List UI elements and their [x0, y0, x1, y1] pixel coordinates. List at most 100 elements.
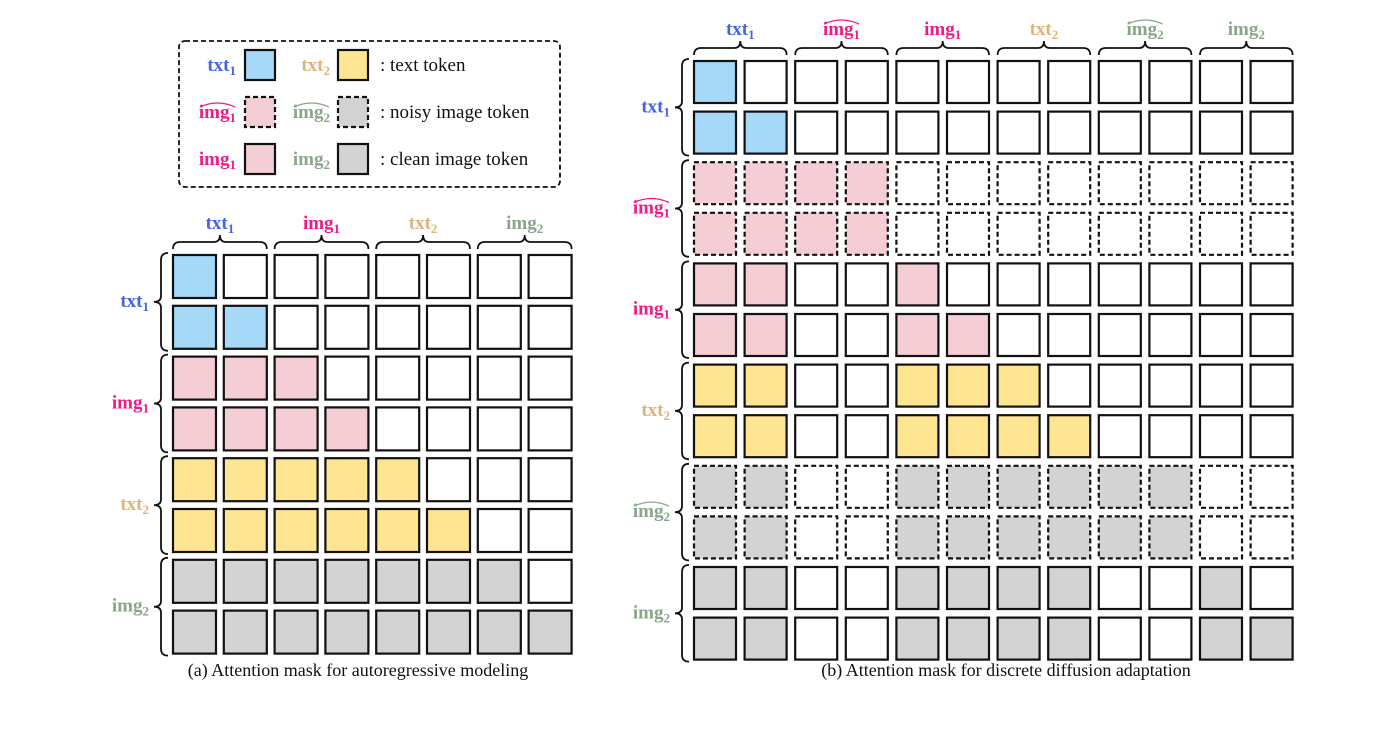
mask-cell [324, 457, 370, 503]
mask-cell [692, 211, 738, 256]
mask-cell [1198, 161, 1244, 206]
mask-cell [1148, 262, 1193, 307]
column-label-txt2-text: txt2 [1030, 19, 1059, 42]
mask-cell [1148, 414, 1193, 459]
mask-cell [1249, 312, 1294, 358]
column-label-img1: img1 [924, 19, 961, 42]
mask-cell [375, 507, 421, 554]
mask-cell [1097, 515, 1142, 560]
row-label-txt1-text: txt1 [641, 96, 670, 119]
legend-label-img1-noisy: img1 [199, 102, 236, 125]
mask-cell [375, 304, 421, 350]
mask-cell [895, 211, 940, 256]
column-brace-icon [693, 40, 788, 56]
column-brace-icon [794, 40, 889, 56]
mask-cell [945, 515, 991, 560]
row-label-txt1: txt1 [120, 291, 149, 314]
row-label-img2-noisy-text: img2 [633, 501, 670, 524]
mask-cell [895, 565, 940, 611]
mask-cell [1148, 312, 1193, 358]
mask-cell [743, 363, 788, 408]
matrix-row [692, 161, 1294, 206]
legend-row: img1 img2: clean image token [199, 142, 529, 176]
column-label-txt2-text: txt2 [409, 213, 438, 236]
column-brace-icon [476, 234, 573, 250]
mask-cell [476, 558, 522, 604]
mask-cell [743, 161, 788, 206]
mask-cell [171, 507, 218, 554]
mask-cell [171, 304, 218, 350]
mask-cell [1148, 565, 1193, 611]
matrix-b-discrete-diffusion: txt1 txt1 img1 img1 img1 img1 txt2 txt2 img2 img2… [633, 19, 1294, 663]
mask-cell [794, 59, 839, 105]
mask-cell [1097, 262, 1142, 307]
legend-swatch [336, 142, 370, 176]
mask-cell [692, 616, 738, 661]
legend-label-img2-noisy: img2 [293, 102, 330, 125]
column-label-img2: img2 [506, 213, 543, 236]
mask-cell [794, 312, 839, 358]
mask-cell [794, 110, 839, 155]
mask-cell [222, 406, 268, 452]
mask-cell [1047, 464, 1092, 509]
legend-swatch [336, 95, 370, 129]
matrix-row [171, 558, 573, 604]
matrix-row [692, 110, 1294, 155]
legend-label-txt2: txt2 [301, 55, 330, 78]
mask-cell [743, 262, 788, 307]
mask-cell [844, 616, 889, 661]
mask-cell [844, 262, 889, 307]
hat-accent-icon [823, 19, 860, 25]
column-label-img1-noisy-text: img1 [823, 19, 860, 42]
matrix-row [692, 515, 1294, 560]
mask-cell [1249, 110, 1294, 155]
mask-cell [844, 110, 889, 155]
row-label-txt1: txt1 [641, 96, 670, 119]
mask-cell [844, 363, 889, 408]
legend-label-txt1: txt1 [207, 55, 236, 78]
mask-cell [527, 355, 573, 401]
matrix-row [692, 363, 1294, 408]
mask-cell [996, 262, 1041, 307]
legend-label-img2: img2 [293, 149, 330, 172]
mask-cell [844, 211, 889, 256]
row-label-txt2: txt2 [641, 400, 670, 423]
column-brace-icon [996, 40, 1092, 56]
mask-cell [1249, 161, 1294, 206]
mask-cell [692, 363, 738, 408]
mask-cell [895, 515, 940, 560]
mask-cell [692, 464, 738, 509]
row-label-img1-noisy-text: img1 [633, 198, 670, 221]
mask-cell [844, 161, 889, 206]
mask-cell [1097, 363, 1142, 408]
mask-cell [273, 457, 319, 503]
mask-cell [1097, 565, 1142, 611]
mask-cell [1148, 211, 1193, 256]
mask-cell [1148, 616, 1193, 661]
mask-cell [794, 565, 839, 611]
column-label-txt1: txt1 [206, 213, 235, 236]
column-brace-icon [273, 234, 370, 250]
mask-cell [171, 406, 218, 452]
mask-cell [743, 312, 788, 358]
mask-cell [425, 558, 472, 604]
mask-cell [692, 110, 738, 155]
mask-cell [996, 312, 1041, 358]
mask-cell [222, 558, 268, 604]
column-label-img2-text: img2 [506, 213, 543, 236]
matrix-row [692, 414, 1294, 459]
mask-cell [1249, 414, 1294, 459]
hat-accent-icon [633, 501, 670, 507]
legend-swatch [243, 95, 277, 129]
mask-cell [1249, 211, 1294, 256]
legend-description: : clean image token [380, 149, 529, 170]
column-label-txt1: txt1 [726, 19, 755, 42]
row-label-img2: img2 [633, 602, 670, 625]
mask-cell [945, 59, 991, 105]
mask-cell [1249, 565, 1294, 611]
mask-cell [895, 464, 940, 509]
mask-cell [1097, 211, 1142, 256]
mask-cell [743, 414, 788, 459]
mask-cell [844, 464, 889, 509]
mask-cell [375, 253, 421, 300]
